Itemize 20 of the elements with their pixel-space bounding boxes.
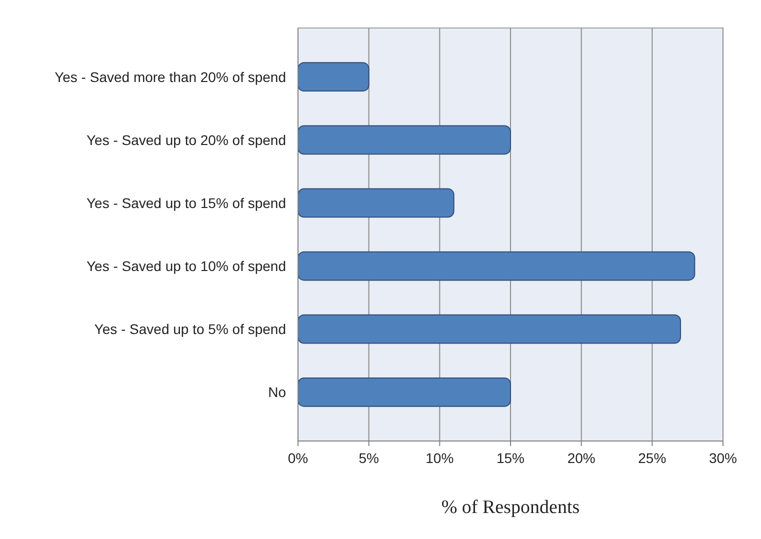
y-tick-label: Yes - Saved up to 5% of spend [94, 320, 286, 337]
y-tick-label: Yes - Saved up to 20% of spend [86, 132, 286, 148]
x-tick-label: 5% [358, 450, 379, 466]
bar [298, 125, 511, 155]
x-tick-label: 0% [288, 450, 308, 466]
y-tick-label: Yes - Saved more than 20% of spend [54, 68, 286, 85]
bar [298, 251, 696, 281]
x-axis-title: % of Respondents [441, 497, 580, 518]
x-tick-label: 15% [496, 450, 525, 466]
x-tick-label: 30% [708, 450, 738, 466]
bar [298, 377, 511, 407]
y-tick-label: No [268, 384, 286, 400]
x-tick-label: 10% [426, 450, 454, 466]
y-tick-label: Yes - Saved up to 15% of spend [86, 194, 286, 211]
bar [298, 188, 454, 218]
bar [298, 314, 681, 344]
x-tick-label: 25% [638, 450, 666, 466]
bar [298, 62, 370, 92]
x-tick-label: 20% [567, 450, 596, 466]
y-tick-label: Yes - Saved up to 10% of spend [86, 258, 286, 274]
